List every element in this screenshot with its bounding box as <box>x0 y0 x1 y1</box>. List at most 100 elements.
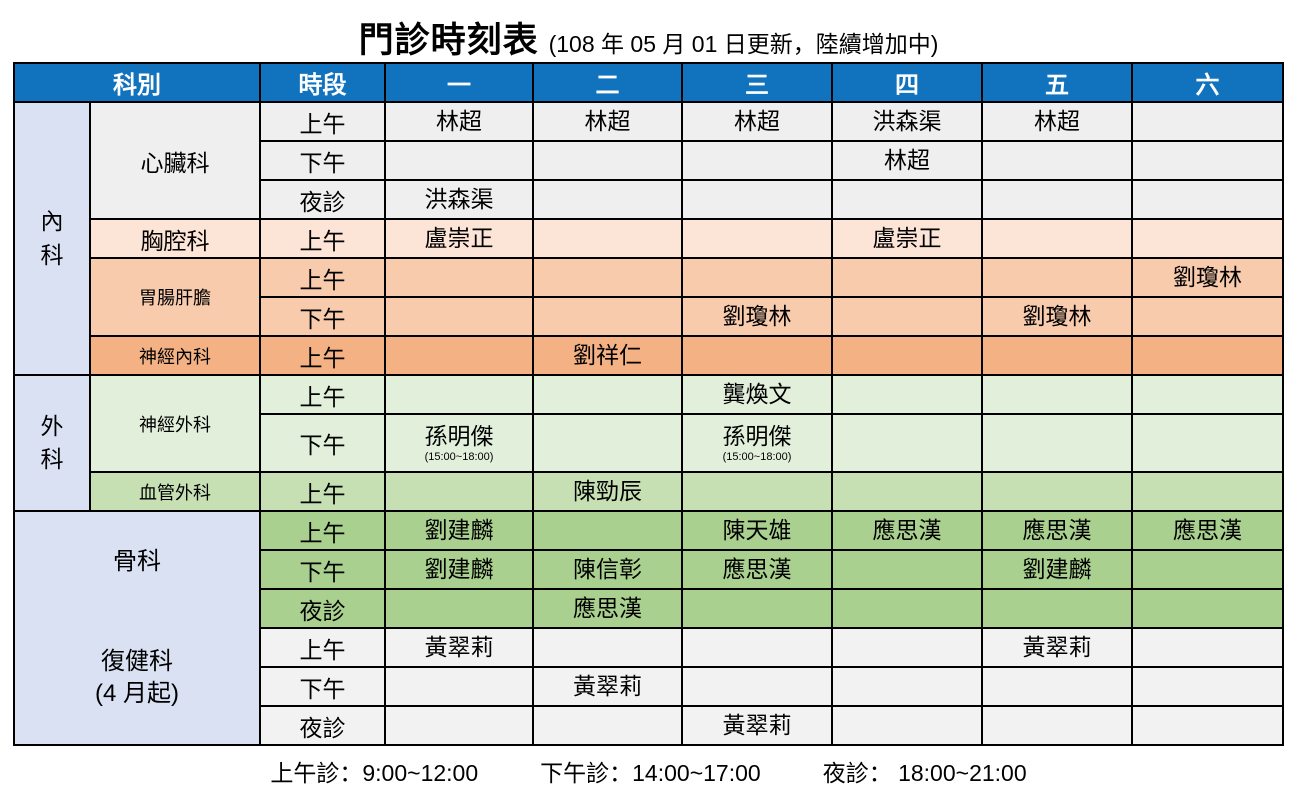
schedule-cell: 劉建麟 <box>384 549 534 590</box>
table-row: 夜診 洪森渠 <box>14 179 1284 220</box>
group-cell: 內 科 <box>13 101 91 376</box>
doctor-name: 劉建麟 <box>424 517 494 544</box>
doctor-name: 林超 <box>1034 108 1080 135</box>
schedule-cell <box>1131 218 1284 259</box>
dept-cell: 神經內科 <box>89 335 261 376</box>
doctor-name: 應思漢 <box>872 517 942 544</box>
doctor-name: 劉瓊林 <box>1173 264 1242 291</box>
schedule-cell <box>981 471 1133 512</box>
schedule-cell: 劉建麟 <box>981 549 1133 590</box>
doctor-name: 陳勁辰 <box>573 478 642 505</box>
period-cell: 下午 <box>259 666 386 707</box>
schedule-cell: 林超 <box>981 101 1133 142</box>
schedule-cell <box>1131 413 1284 473</box>
schedule-cell <box>1131 549 1284 590</box>
schedule-cell <box>981 413 1133 473</box>
schedule-cell: 盧崇正 <box>384 218 534 259</box>
schedule-cell <box>1131 588 1284 629</box>
schedule-cell <box>681 666 833 707</box>
doctor-name: 應思漢 <box>1022 517 1092 544</box>
schedule-cell <box>831 627 983 668</box>
schedule-cell: 劉祥仁 <box>532 335 683 376</box>
schedule-cell: 黃翠莉 <box>532 666 683 707</box>
table-row: 下午 孫明傑 (15:00~18:00) 孫明傑 (15:00~18:00) <box>14 413 1284 473</box>
header-day-tue: 二 <box>532 62 683 103</box>
dept-cell: 心臟科 <box>89 101 261 220</box>
table-row: 下午 黃翠莉 <box>14 666 1284 707</box>
table-row: 外 科神經外科 上午 龔煥文 <box>13 374 1284 512</box>
doctor-name: 應思漢 <box>722 556 792 583</box>
time-note: (15:00~18:00) <box>722 451 792 464</box>
schedule-cell <box>681 140 833 181</box>
header-day-wed: 三 <box>681 62 833 103</box>
schedule-cell <box>981 257 1133 298</box>
legend-night: 夜診： 18:00~21:00 <box>822 760 1027 786</box>
schedule-cell <box>1131 101 1284 142</box>
group-cell: 外 科 <box>13 374 91 512</box>
period-cell: 上午 <box>259 218 386 259</box>
schedule-cell: 應思漢 <box>681 549 833 590</box>
doctor-name: 陳天雄 <box>722 517 792 544</box>
schedule-cell <box>384 471 534 512</box>
period-cell: 下午 <box>259 296 386 337</box>
table-row: 夜診 應思漢 <box>14 588 1284 629</box>
schedule-cell: 劉瓊林 <box>981 296 1133 337</box>
table-row: 內 科心臟科 上午 林超 林超 林超 洪森渠 林超 <box>13 101 1284 376</box>
schedule-cell <box>681 627 833 668</box>
header-dept: 科別 <box>13 62 261 103</box>
schedule-cell <box>384 705 534 746</box>
table-row: 骨科 復健科 (4 月起) 上午 劉建麟 陳天雄 應思漢 應思漢 應思漢 <box>13 510 1284 746</box>
table-row: 上午 黃翠莉 黃翠莉 <box>14 627 1284 668</box>
schedule-cell: 林超 <box>384 101 534 142</box>
schedule-cell <box>532 374 683 415</box>
schedule-cell <box>831 413 983 473</box>
schedule-cell <box>532 179 683 220</box>
dept-cell: 血管外科 <box>89 471 261 512</box>
table-row: 下午 劉瓊林 劉瓊林 <box>14 296 1284 337</box>
doctor-name: 黃翠莉 <box>573 673 642 700</box>
period-cell: 上午 <box>259 471 386 512</box>
schedule-cell <box>384 666 534 707</box>
doctor-name: 陳信彰 <box>573 556 642 583</box>
schedule-cell: 應思漢 <box>981 510 1133 551</box>
schedule-cell <box>981 140 1133 181</box>
doctor-name: 應思漢 <box>1173 517 1242 544</box>
schedule-cell: 黃翠莉 <box>981 627 1133 668</box>
table-row: 下午 劉建麟 陳信彰 應思漢 劉建麟 <box>14 549 1284 590</box>
period-cell: 上午 <box>259 335 386 376</box>
time-legend: 上午診：9:00~12:00 下午診：14:00~17:00 夜診： 18:00… <box>0 754 1297 786</box>
schedule-cell: 劉瓊林 <box>681 296 833 337</box>
doctor-name: 龔煥文 <box>722 381 792 408</box>
period-cell: 上午 <box>259 374 386 415</box>
schedule-cell: 林超 <box>831 140 983 181</box>
schedule-cell <box>831 257 983 298</box>
doctor-name: 應思漢 <box>573 595 642 622</box>
doctor-name: 劉建麟 <box>424 556 494 583</box>
schedule-cell <box>681 471 833 512</box>
header-day-thu: 四 <box>831 62 983 103</box>
page-title: 門診時刻表 (108 年 05 月 01 日更新，陸續增加中) <box>0 0 1297 62</box>
schedule-cell <box>532 510 683 551</box>
schedule-cell <box>532 627 683 668</box>
schedule-cell <box>384 588 534 629</box>
doctor-name: 劉祥仁 <box>573 342 642 369</box>
schedule-cell <box>384 374 534 415</box>
schedule-cell <box>681 335 833 376</box>
schedule-cell <box>981 335 1133 376</box>
schedule-cell: 陳天雄 <box>681 510 833 551</box>
time-note: (15:00~18:00) <box>424 451 494 464</box>
schedule-cell <box>681 257 833 298</box>
title-main: 門診時刻表 <box>358 21 539 60</box>
schedule-cell <box>831 588 983 629</box>
schedule-cell <box>384 257 534 298</box>
schedule-cell <box>1131 374 1284 415</box>
schedule-cell <box>981 705 1133 746</box>
header-day-sat: 六 <box>1131 62 1284 103</box>
doctor-name: 林超 <box>734 108 780 135</box>
schedule-cell <box>831 296 983 337</box>
legend-morning: 上午診：9:00~12:00 <box>270 760 479 786</box>
schedule-cell <box>681 218 833 259</box>
period-cell: 夜診 <box>259 588 386 629</box>
schedule-cell <box>831 374 983 415</box>
schedule-cell <box>831 335 983 376</box>
